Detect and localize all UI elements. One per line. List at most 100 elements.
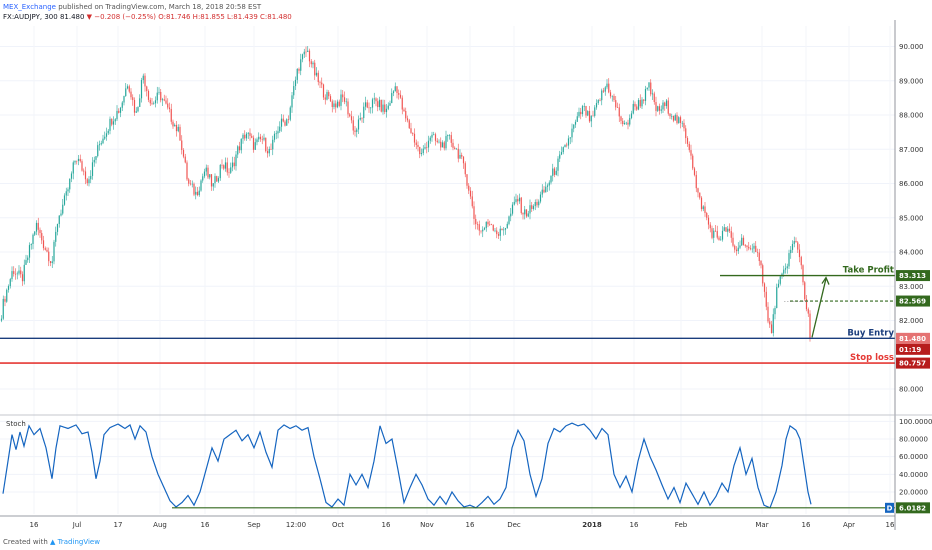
candle-body [760, 261, 762, 266]
candle-body [270, 148, 272, 150]
candle-body [209, 174, 211, 178]
candle-body [800, 257, 802, 266]
candle [433, 131, 435, 136]
candle-body [86, 179, 88, 184]
candle [602, 87, 605, 94]
candle-body [606, 83, 608, 88]
candle-body [238, 146, 241, 151]
candle [655, 96, 657, 117]
candle-body [252, 137, 255, 150]
candle [748, 241, 750, 251]
candle [510, 207, 512, 222]
candle-body [543, 189, 545, 193]
candle-body [602, 90, 605, 92]
midpoint-badge-bg [896, 295, 930, 307]
candle-body [340, 94, 342, 106]
candle [293, 81, 295, 99]
time-tick-label: 12:00 [286, 521, 306, 529]
candle-body [469, 190, 472, 197]
candle [790, 246, 792, 259]
candle [517, 195, 519, 206]
candle-body [153, 103, 155, 104]
candle [664, 101, 666, 111]
candle-body [541, 189, 543, 195]
candle-body [728, 228, 731, 232]
dividend-marker-bg [885, 502, 894, 513]
candle-body [637, 100, 640, 110]
candle [69, 178, 71, 193]
candle-body [462, 156, 465, 164]
candle-body [396, 86, 398, 94]
candle [93, 156, 95, 167]
candle-body [594, 107, 596, 116]
candle [592, 110, 594, 117]
last-price-badge-bg [896, 332, 930, 344]
candle [723, 223, 725, 232]
candle [469, 187, 472, 200]
candle [354, 125, 356, 137]
candle-body [674, 115, 676, 121]
candle-body [807, 309, 809, 314]
candle [564, 144, 566, 148]
tradingview-brand[interactable]: TradingView [57, 538, 100, 546]
candle-body [679, 117, 682, 123]
candle [534, 199, 536, 211]
candle-body [198, 190, 200, 196]
candle [406, 115, 409, 123]
candle-body [455, 148, 458, 150]
candle [536, 198, 538, 208]
candle-body [483, 228, 486, 230]
candle-body [321, 82, 323, 85]
candle [739, 240, 741, 250]
candle-body [258, 136, 260, 140]
candle [461, 152, 463, 160]
candle [804, 280, 806, 302]
candle [590, 115, 592, 128]
candle-body [676, 115, 678, 124]
candle-body [142, 75, 144, 81]
candle [2, 295, 4, 320]
candle-body [518, 197, 521, 202]
candle-body [378, 99, 381, 108]
candle [58, 215, 60, 228]
candle [198, 186, 200, 197]
candle-body [282, 118, 284, 122]
candle [0, 315, 3, 323]
candle [224, 157, 227, 172]
candle [557, 156, 559, 177]
candle [667, 97, 669, 116]
candle-body [721, 230, 724, 240]
candle [653, 91, 655, 105]
candle-body [422, 148, 424, 154]
candle [489, 220, 491, 226]
candle-body [597, 100, 599, 104]
candle-body [130, 91, 132, 98]
candle-body [536, 202, 538, 206]
candle-body [755, 245, 757, 253]
candle [212, 183, 214, 191]
candle [646, 87, 648, 91]
candle-body [613, 95, 615, 101]
candle [641, 97, 643, 110]
candle [786, 263, 788, 274]
candle-body [618, 107, 620, 117]
candle [639, 94, 641, 109]
candle-body [492, 224, 494, 231]
publisher-name[interactable]: MEX_Exchange [3, 3, 56, 11]
projection-drawings [784, 276, 830, 338]
candle-body [291, 95, 293, 108]
candle [189, 179, 192, 186]
candle-body [391, 93, 393, 104]
candle [688, 141, 690, 153]
candle-body [727, 228, 729, 232]
price-tick-label: 83.000 [899, 283, 924, 291]
footer: Created with ▲ TradingView [3, 538, 100, 546]
candle [440, 137, 442, 151]
candle-body [102, 138, 104, 144]
candle [772, 308, 774, 337]
candle-body [366, 102, 368, 108]
candle [263, 133, 265, 142]
candle-body [221, 164, 223, 166]
candle-body [184, 156, 186, 163]
